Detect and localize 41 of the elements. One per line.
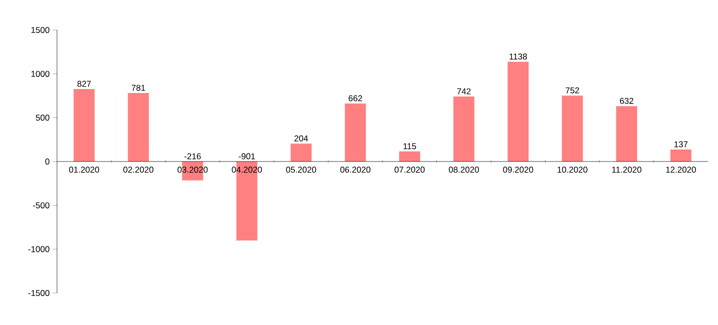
x-tick-label: 02.2020 [123,166,154,173]
data-label: 752 [566,87,580,94]
data-label: 827 [77,80,91,87]
bar [128,93,149,162]
data-label: -901 [238,153,255,160]
bar [616,106,638,162]
x-tick-label: 10.2020 [558,166,588,173]
data-label: 137 [674,141,688,148]
data-label: 1138 [510,54,527,60]
y-tick-label: -500 [33,202,50,208]
y-tick-label: 1500 [31,27,50,34]
y-tick-label: 1000 [31,70,50,77]
bar [508,62,529,162]
x-tick-label: 08.2020 [448,166,479,173]
x-tick-label: 03.2020 [178,166,208,173]
x-tick-label: 06.2020 [340,166,370,173]
y-tick-label: -1500 [28,290,50,296]
data-label: 781 [132,84,146,91]
x-tick-label: 05.2020 [286,166,316,173]
y-tick-label: 0 [45,158,50,165]
x-tick-label: 09.2020 [503,166,534,173]
x-tick-label: 12.2020 [666,166,696,173]
bar [344,103,366,162]
data-label: 204 [294,135,308,142]
data-label: 632 [620,98,634,104]
x-tick-label: 04.2020 [232,166,262,173]
bar [670,149,692,162]
y-tick-label: 500 [36,114,50,121]
x-tick-label: 11.2020 [612,166,642,173]
data-label: 742 [457,88,471,94]
bar [74,89,95,162]
data-label: 662 [348,95,362,102]
bar [453,96,474,162]
y-tick-label: -1000 [28,246,50,252]
bar [562,96,583,162]
x-tick-label: 07.2020 [394,166,425,173]
data-label: 115 [403,143,416,150]
bar [290,144,312,162]
x-tick-label: 01.2020 [69,166,100,173]
data-label: -216 [184,153,201,160]
bar [399,151,420,162]
